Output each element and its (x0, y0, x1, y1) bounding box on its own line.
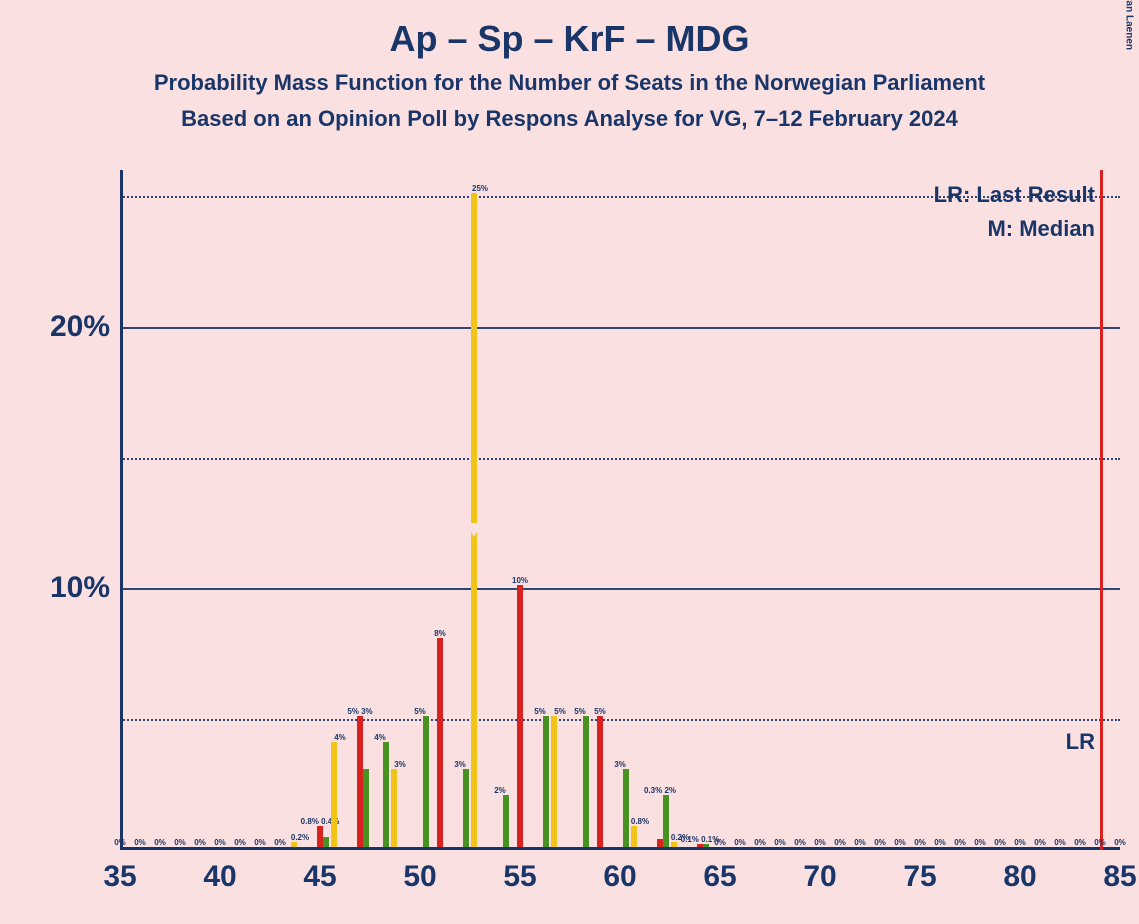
bar-value-label: 5% (554, 707, 566, 716)
bar-value-label: 0% (854, 838, 866, 847)
x-tick-label: 55 (503, 860, 536, 894)
bar-g (663, 795, 669, 847)
x-tick-label: 40 (203, 860, 236, 894)
bar-y (291, 842, 297, 847)
bar-value-label: 0.2% (291, 833, 309, 842)
bar-y (471, 193, 477, 847)
x-tick-label: 60 (603, 860, 636, 894)
last-result-line (1100, 170, 1103, 850)
bar-value-label: 8% (434, 629, 446, 638)
x-tick-label: 80 (1003, 860, 1036, 894)
bar-value-label: 0% (934, 838, 946, 847)
y-tick-label: 10% (50, 571, 110, 605)
last-result-label: LR (1066, 729, 1095, 755)
bar-value-label: 4% (334, 733, 346, 742)
bar-value-label: 0% (1094, 838, 1106, 847)
bar-y (391, 769, 397, 847)
bar-value-label: 0% (714, 838, 726, 847)
gridline-minor (120, 458, 1120, 460)
bar-value-label: 10% (512, 576, 528, 585)
bar-value-label: 0% (274, 838, 286, 847)
bar-value-label: 0% (214, 838, 226, 847)
chart-title: Ap – Sp – KrF – MDG (0, 0, 1139, 60)
copyright-text: © 2024 Filip van Laenen (1124, 0, 1135, 50)
x-tick-label: 35 (103, 860, 136, 894)
bar-value-label: 0% (894, 838, 906, 847)
bar-g (623, 769, 629, 847)
legend-lr: LR: Last Result (934, 182, 1095, 208)
bar-value-label: 5% (574, 707, 586, 716)
bar-g (543, 716, 549, 847)
bar-r (437, 638, 443, 847)
chart-subtitle-2: Based on an Opinion Poll by Respons Anal… (0, 106, 1139, 132)
chart-plot-area: LR: Last Result M: Median 10%20%35404550… (120, 170, 1120, 850)
median-marker (466, 523, 482, 537)
bar-value-label: 0% (174, 838, 186, 847)
bar-value-label: 5% 3% (347, 707, 372, 716)
x-axis (120, 847, 1120, 850)
bar-value-label: 0% (874, 838, 886, 847)
gridline-major (120, 588, 1120, 590)
bar-value-label: 0% (1074, 838, 1086, 847)
bar-value-label: 0% (234, 838, 246, 847)
bar-value-label: 0% (794, 838, 806, 847)
y-tick-label: 20% (50, 310, 110, 344)
x-tick-label: 75 (903, 860, 936, 894)
bar-value-label: 0% (954, 838, 966, 847)
bar-value-label: 0% (134, 838, 146, 847)
bar-value-label: 0% (994, 838, 1006, 847)
gridline-minor (120, 196, 1120, 198)
bar-y (551, 716, 557, 847)
x-tick-label: 85 (1103, 860, 1136, 894)
bar-value-label: 25% (472, 184, 488, 193)
bar-g (583, 716, 589, 847)
bar-value-label: 5% (594, 707, 606, 716)
bar-value-label: 0% (154, 838, 166, 847)
bar-value-label: 0% (774, 838, 786, 847)
bar-value-label: 2% (494, 786, 506, 795)
chart-subtitle-1: Probability Mass Function for the Number… (0, 70, 1139, 96)
bar-value-label: 0% (1014, 838, 1026, 847)
bar-value-label: 3% (454, 760, 466, 769)
bar-value-label: 4% (374, 733, 386, 742)
gridline-minor (120, 719, 1120, 721)
bar-value-label: 0% (1034, 838, 1046, 847)
bar-value-label: 0.3% 2% (644, 786, 676, 795)
bar-value-label: 0.8% (631, 817, 649, 826)
gridline-major (120, 327, 1120, 329)
bar-g (383, 742, 389, 847)
bar-g (363, 769, 369, 847)
x-tick-label: 70 (803, 860, 836, 894)
bar-y (631, 826, 637, 847)
bar-g (323, 837, 329, 847)
bar-value-label: 0% (834, 838, 846, 847)
x-tick-label: 50 (403, 860, 436, 894)
bar-value-label: 0% (1054, 838, 1066, 847)
bar-value-label: 0% (194, 838, 206, 847)
bar-value-label: 3% (614, 760, 626, 769)
bar-value-label: 0% (734, 838, 746, 847)
bar-value-label: 5% (534, 707, 546, 716)
bar-value-label: 0% (114, 838, 126, 847)
bar-g (463, 769, 469, 847)
bar-value-label: 3% (394, 760, 406, 769)
bar-g (503, 795, 509, 847)
bar-r (517, 585, 523, 847)
bar-value-label: 0% (254, 838, 266, 847)
bar-y (331, 742, 337, 847)
bar-value-label: 0% (814, 838, 826, 847)
legend-median: M: Median (987, 216, 1095, 242)
y-axis (120, 170, 123, 850)
bar-value-label: 5% (414, 707, 426, 716)
bar-g (423, 716, 429, 847)
bar-value-label: 0% (914, 838, 926, 847)
bar-g (703, 844, 709, 847)
x-tick-label: 45 (303, 860, 336, 894)
x-tick-label: 65 (703, 860, 736, 894)
bar-value-label: 0% (1114, 838, 1126, 847)
bar-value-label: 0% (754, 838, 766, 847)
bar-value-label: 0% (974, 838, 986, 847)
bar-y (671, 842, 677, 847)
bar-r (597, 716, 603, 847)
